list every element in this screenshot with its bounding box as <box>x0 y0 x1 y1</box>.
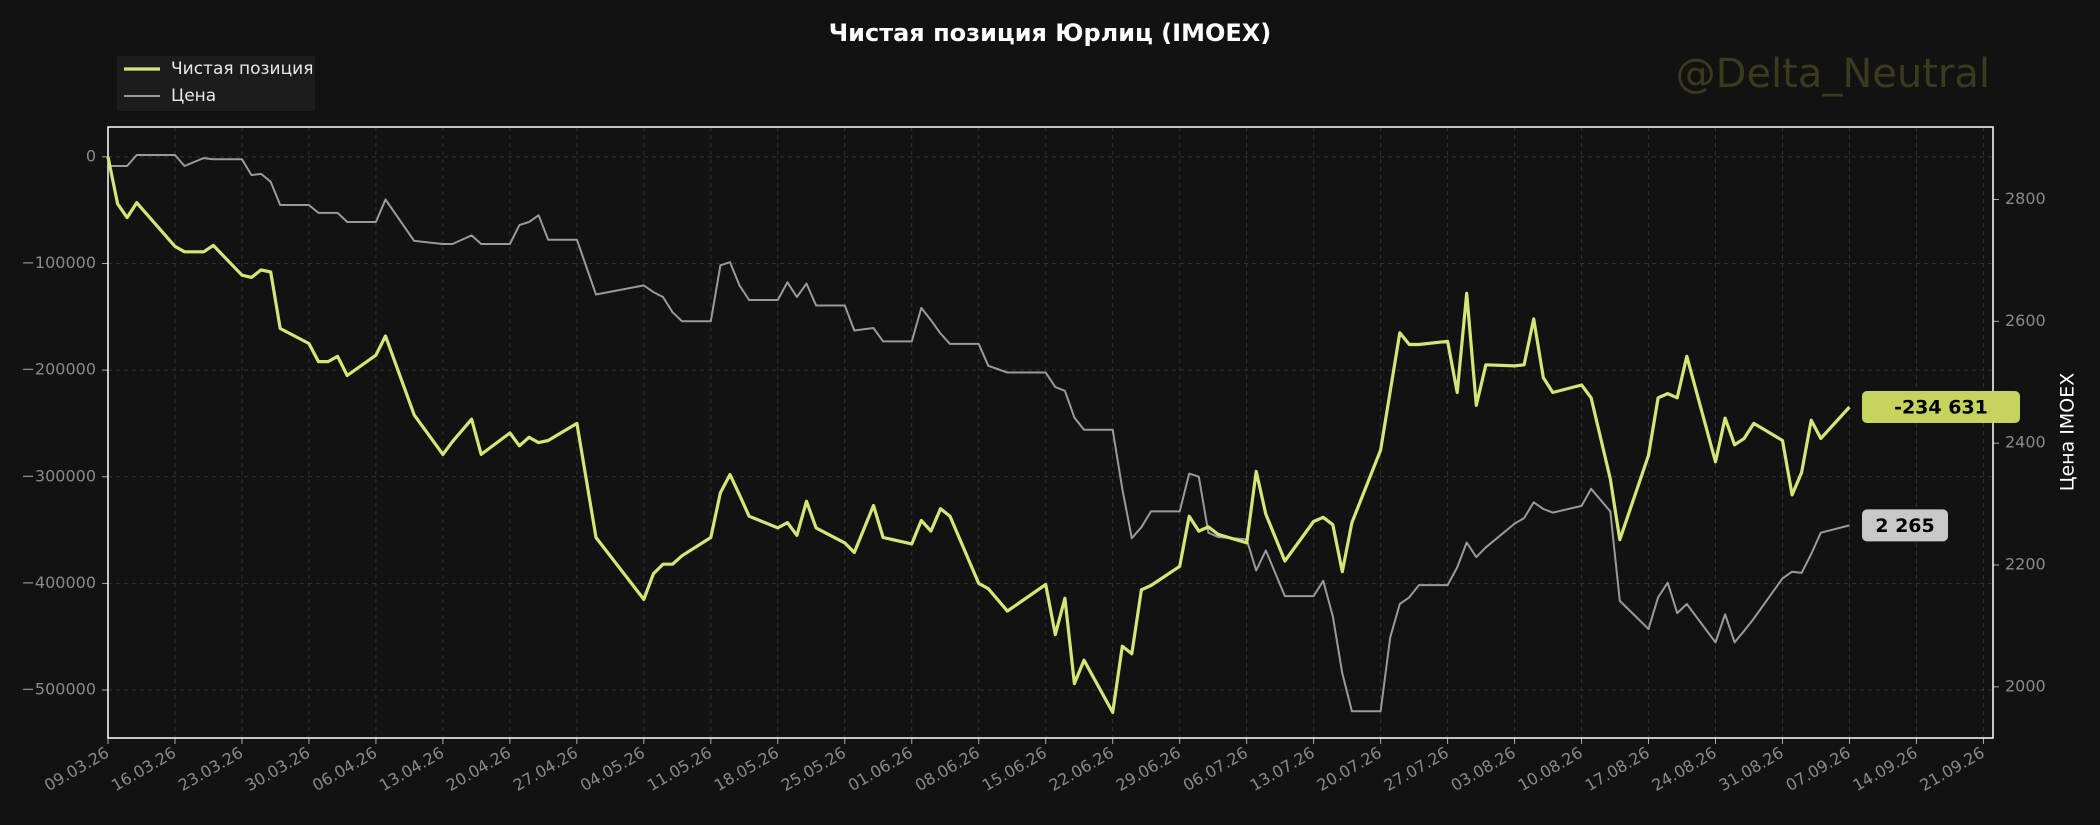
y2-axis-label: Цена IMOEX <box>2057 373 2079 492</box>
y-tick-label: 0 <box>86 146 96 165</box>
y2-tick-label: 2600 <box>2005 311 2046 330</box>
series-line <box>106 156 1851 715</box>
watermark: @Delta_Neutral <box>1676 51 1990 97</box>
plot-frame <box>107 126 1994 739</box>
y-tick-label: −200000 <box>22 360 96 379</box>
end-label-box <box>1862 391 2020 424</box>
y2-tick-label: 2400 <box>2005 433 2046 452</box>
legend-label: Цена <box>171 86 216 106</box>
end-label: -234 631 <box>1862 391 2020 424</box>
end-label-text: 2 265 <box>1875 515 1935 537</box>
legend-box <box>117 56 315 111</box>
series-line <box>108 154 1850 713</box>
end-label-box <box>1862 509 1948 542</box>
y-tick-label: −100000 <box>22 253 96 272</box>
y2-tick-label: 2000 <box>2005 676 2046 695</box>
y2-tick-label: 2800 <box>2005 189 2046 208</box>
y-tick-label: −300000 <box>22 466 96 485</box>
y2-tick-label: 2200 <box>2005 554 2046 573</box>
end-label: 2 265 <box>1862 509 1948 542</box>
end-label-text: -234 631 <box>1894 397 1988 419</box>
chart-title: Чистая позиция Юрлиц (IMOEX) <box>829 19 1271 47</box>
y-tick-label: −400000 <box>22 573 96 592</box>
y-tick-label: −500000 <box>22 680 96 699</box>
legend-label: Чистая позиция <box>171 59 313 79</box>
legend: Чистая позиция Цена <box>117 56 315 111</box>
